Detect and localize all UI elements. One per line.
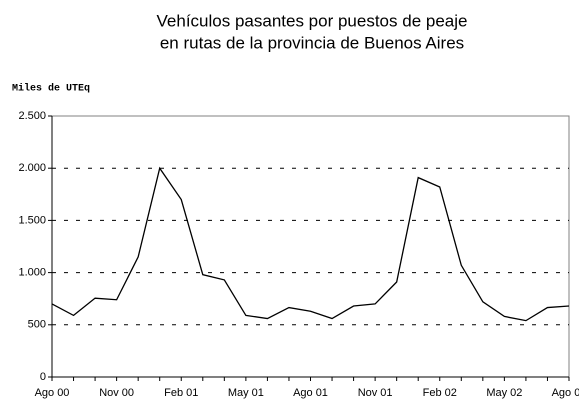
y-tick-label: 500: [28, 319, 46, 331]
x-tick-label: Feb 02: [423, 387, 457, 399]
x-tick-label: Nov 00: [99, 387, 134, 399]
y-axis-label: Miles de UTEq: [12, 83, 90, 95]
y-tick-label: 1.000: [18, 267, 46, 279]
y-tick-label: 2.500: [18, 110, 46, 122]
y-tick-label: 0: [40, 371, 46, 383]
x-tick-label: Feb 01: [164, 387, 198, 399]
chart-title: Vehículos pasantes por puestos de peaje: [157, 11, 468, 30]
x-tick-label: Ago 00: [35, 387, 70, 399]
x-tick-label: May 02: [486, 387, 522, 399]
x-tick-label: Ago 02: [552, 387, 579, 399]
y-tick-label: 1.500: [18, 214, 46, 226]
data-line: [51, 166, 570, 322]
x-tick-label: Nov 01: [358, 387, 393, 399]
plot-frame: [51, 115, 570, 378]
x-tick-label: May 01: [228, 387, 264, 399]
y-tick-label: 2.000: [18, 162, 46, 174]
chart-title: en rutas de la provincia de Buenos Aires: [160, 33, 464, 52]
x-tick-label: Ago 01: [293, 387, 328, 399]
